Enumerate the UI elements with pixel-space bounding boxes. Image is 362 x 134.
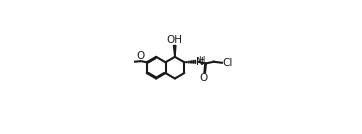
Text: H: H (198, 56, 204, 65)
Text: N: N (197, 57, 204, 66)
Polygon shape (173, 45, 176, 57)
Text: O: O (200, 73, 208, 83)
Text: OH: OH (167, 35, 183, 45)
Text: Cl: Cl (222, 58, 233, 68)
Text: O: O (136, 51, 145, 61)
